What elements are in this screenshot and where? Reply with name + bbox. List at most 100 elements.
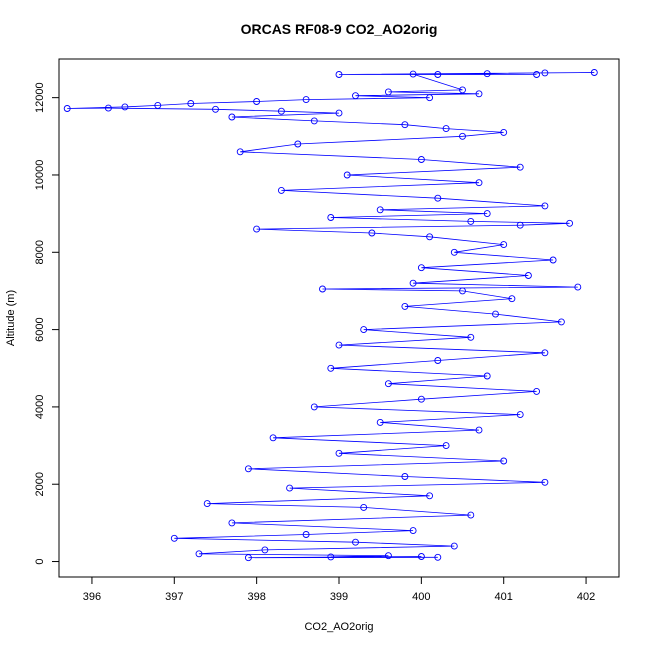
data-point (417, 395, 425, 403)
data-point (459, 132, 466, 140)
data-point (475, 426, 483, 434)
data-point (352, 538, 359, 546)
data-point (516, 411, 524, 419)
data-point (335, 71, 343, 78)
data-point (384, 552, 392, 560)
data-point (450, 542, 458, 550)
data-point (442, 442, 450, 450)
x-tick-label: 401 (495, 591, 513, 603)
data-point (335, 109, 343, 117)
data-point (524, 272, 532, 279)
data-point (541, 69, 549, 77)
data-point (549, 256, 557, 264)
data-point (434, 357, 442, 364)
y-tick-label: 0 (34, 558, 46, 564)
data-point (459, 287, 466, 295)
x-axis-label: CO2_AO2orig (304, 621, 373, 633)
data-point (401, 473, 409, 480)
y-axis: 0 2000 4000 6000 8000 10000 12000 (34, 82, 60, 565)
data-point (483, 70, 491, 78)
data-point (286, 484, 294, 492)
data-point (327, 214, 335, 221)
data-point (467, 217, 475, 225)
data-point (310, 117, 318, 125)
data-point (409, 279, 417, 287)
data-point (253, 98, 261, 105)
data-point (360, 503, 368, 511)
data-point (426, 94, 434, 102)
data-point (335, 341, 343, 349)
data-point (302, 531, 310, 538)
data-point (203, 500, 211, 508)
data-point (500, 457, 508, 465)
data-point (590, 69, 598, 76)
data-point (236, 148, 244, 156)
data-point (492, 310, 499, 318)
y-axis-label: Altitude (m) (5, 290, 17, 346)
data-point (574, 283, 582, 291)
data-point (302, 96, 310, 104)
data-point (376, 206, 384, 214)
data-layer (63, 69, 598, 562)
data-point (483, 372, 491, 380)
data-point (557, 318, 565, 326)
data-point (475, 179, 483, 187)
data-point (566, 219, 574, 227)
data-point (434, 553, 442, 561)
data-point (516, 163, 524, 171)
data-point (508, 295, 516, 303)
data-point (269, 434, 277, 442)
data-point (417, 553, 425, 560)
data-point (154, 101, 162, 109)
y-tick-label: 6000 (34, 317, 46, 341)
data-point (401, 121, 409, 129)
data-point (533, 71, 541, 78)
data-point (426, 492, 434, 500)
data-point (384, 88, 392, 96)
data-point (426, 233, 434, 241)
data-point (541, 478, 549, 486)
data-point (63, 105, 71, 112)
data-point (533, 387, 541, 395)
chart-title: ORCAS RF08-9 CO2_AO2orig (241, 21, 438, 37)
x-axis: 396 397 398 399 400 401 402 (83, 576, 595, 603)
data-point (294, 140, 302, 148)
data-point (195, 550, 203, 558)
y-tick-label: 4000 (34, 395, 46, 419)
data-point (104, 104, 112, 112)
data-point (187, 100, 195, 107)
x-tick-label: 402 (577, 591, 595, 603)
y-tick-label: 2000 (34, 472, 46, 496)
series-line (67, 72, 595, 559)
data-point (212, 105, 219, 113)
data-point (442, 125, 450, 133)
data-point (417, 156, 425, 163)
data-point (368, 229, 376, 237)
data-point (253, 225, 261, 233)
y-tick-label: 8000 (34, 240, 46, 264)
data-point (409, 70, 417, 78)
x-tick-label: 397 (165, 591, 183, 603)
data-point (261, 546, 269, 554)
data-point (417, 264, 425, 272)
data-point (228, 519, 236, 527)
data-point (335, 449, 343, 457)
data-point (244, 554, 252, 562)
data-point (401, 302, 409, 310)
data-point (319, 285, 326, 293)
data-point (343, 171, 351, 179)
x-tick-label: 399 (330, 591, 348, 603)
data-point (121, 103, 129, 111)
data-point (467, 511, 475, 519)
data-point (483, 210, 491, 218)
data-point (376, 418, 384, 426)
y-tick-label: 12000 (34, 82, 46, 113)
data-point (327, 553, 335, 561)
data-point (310, 403, 318, 411)
data-point (450, 248, 458, 256)
y-tick-label: 10000 (34, 160, 46, 191)
x-tick-label: 396 (83, 591, 101, 603)
data-point (434, 194, 442, 202)
data-point (277, 186, 285, 194)
data-point (516, 221, 524, 229)
